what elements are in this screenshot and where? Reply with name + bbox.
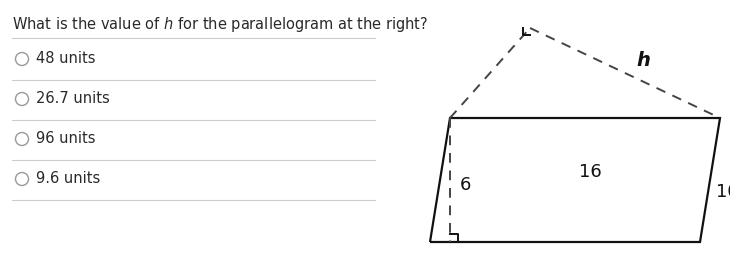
Text: 9.6 units: 9.6 units	[36, 171, 100, 186]
Circle shape	[15, 52, 28, 66]
Text: 48 units: 48 units	[36, 51, 96, 66]
Circle shape	[15, 92, 28, 105]
Circle shape	[15, 173, 28, 186]
Text: h: h	[636, 51, 650, 70]
Text: 10: 10	[716, 183, 730, 201]
Text: 16: 16	[579, 163, 602, 181]
Text: 6: 6	[460, 176, 472, 194]
Text: 26.7 units: 26.7 units	[36, 91, 110, 106]
Text: What is the value of $h$ for the parallelogram at the right?: What is the value of $h$ for the paralle…	[12, 15, 429, 34]
Text: 96 units: 96 units	[36, 131, 96, 146]
Circle shape	[15, 133, 28, 145]
